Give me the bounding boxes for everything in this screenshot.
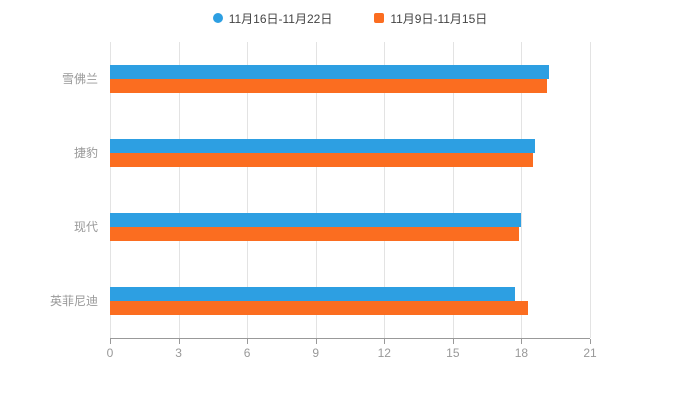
x-tick-label: 12 — [377, 346, 391, 360]
legend-label: 11月9日-11月15日 — [390, 11, 488, 26]
legend-marker-square-icon — [374, 13, 385, 23]
bar-orange — [110, 227, 520, 241]
category-label: 捷豹 — [73, 146, 98, 160]
x-tick-label: 3 — [175, 346, 182, 360]
chart-legend: 11月16日-11月22日 11月9日-11月15日 — [0, 8, 700, 28]
bar-blue — [110, 65, 549, 79]
bar-orange — [110, 79, 547, 93]
category-label: 英菲尼迪 — [49, 294, 98, 308]
legend-marker-circle-icon — [212, 13, 223, 23]
gridline — [110, 42, 111, 338]
gridline — [384, 42, 386, 338]
axis-tick — [247, 339, 249, 344]
axis-tick — [110, 339, 111, 344]
axis-tick — [384, 339, 386, 344]
bar-orange — [110, 153, 533, 167]
bar-blue — [110, 213, 522, 227]
x-tick-label: 6 — [243, 346, 251, 360]
x-tick-label: 9 — [312, 346, 320, 360]
category-label: 雪佛兰 — [61, 72, 98, 86]
gridline — [521, 42, 523, 338]
legend-item-week-nov16-22[interactable]: 11月16日-11月22日 — [212, 10, 333, 27]
bar-orange — [110, 301, 529, 315]
axis-tick — [521, 339, 523, 344]
gridline — [590, 42, 591, 338]
axis-tick — [178, 339, 180, 344]
plot-area — [110, 42, 591, 344]
legend-item-week-nov9-15[interactable]: 11月9日-11月15日 — [374, 10, 487, 27]
x-tick-label: 21 — [583, 346, 597, 360]
x-tick-label: 15 — [446, 346, 460, 360]
axis-tick — [590, 339, 591, 344]
x-tick-label: 18 — [514, 346, 529, 360]
bar-blue — [110, 287, 515, 301]
gridline — [452, 42, 454, 338]
axis-tick — [315, 339, 317, 344]
bar-blue — [110, 139, 536, 153]
category-label: 现代 — [73, 220, 98, 234]
gridline — [247, 42, 249, 338]
gridline — [178, 42, 180, 338]
legend-label: 11月16日-11月22日 — [228, 11, 333, 26]
x-tick-label: 0 — [106, 346, 114, 360]
gridline — [315, 42, 317, 338]
axis-tick — [452, 339, 454, 344]
